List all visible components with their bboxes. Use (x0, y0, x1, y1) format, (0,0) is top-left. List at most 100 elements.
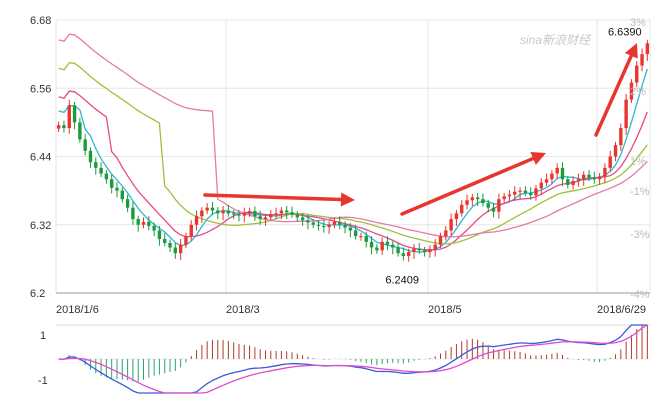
candle-body (507, 194, 512, 197)
trend-arrow-shaft (400, 156, 535, 216)
candle-body (359, 236, 363, 238)
x-tick-label: 2018/5 (428, 304, 462, 316)
macd-dif-line (58, 324, 648, 394)
candle-body (263, 217, 268, 220)
candle-body (115, 187, 119, 191)
candle-body (635, 65, 639, 83)
ma-line (58, 90, 648, 251)
pct-tick-label: -4% (630, 289, 650, 301)
candle-body (322, 225, 326, 228)
candle-body (428, 249, 432, 253)
candle-body (62, 125, 66, 129)
candle-body (481, 199, 485, 204)
candle-body (412, 248, 416, 253)
candle-body (125, 199, 130, 208)
candle-body (131, 207, 135, 220)
candle-body (528, 192, 533, 196)
candle-body (449, 219, 453, 231)
candle-body (253, 211, 257, 217)
candle-body (460, 204, 464, 214)
candle-body (94, 162, 98, 168)
candle-body (285, 210, 289, 213)
candle-body (163, 238, 167, 243)
candle-body (152, 225, 156, 231)
candle-body (189, 224, 193, 237)
candle-body (640, 54, 644, 66)
candle-body (178, 244, 183, 254)
grid (55, 19, 651, 294)
candle-body (184, 236, 188, 245)
candle-body (438, 236, 443, 245)
candle-body (592, 177, 597, 180)
candle-body (502, 196, 506, 200)
macd-y-tick-label: -1 (38, 375, 48, 387)
candle-body (72, 105, 77, 123)
candle-body (147, 221, 151, 226)
candle-body (316, 224, 321, 226)
moving-averages (58, 33, 648, 253)
x-tick-label: 2018/1/6 (56, 304, 99, 316)
candle-body (486, 203, 490, 208)
candle-body (608, 156, 612, 168)
candle-body (274, 213, 278, 215)
candle-body (396, 247, 400, 254)
candle-body (391, 244, 395, 248)
trend-arrow-shaft (594, 54, 634, 137)
candle-body (226, 210, 231, 214)
candle-body (247, 211, 252, 214)
candle-body (216, 210, 220, 214)
candle-body (571, 180, 575, 185)
watermark: sina新浪财经 (520, 33, 592, 47)
candle-body (200, 210, 204, 217)
candle-body (375, 247, 379, 251)
candle-body (597, 176, 602, 180)
candle-body (624, 99, 628, 129)
candle-body (194, 216, 199, 225)
candles (56, 39, 650, 262)
trend-arrows (203, 43, 638, 216)
candle-body (338, 221, 342, 225)
candle-body (231, 213, 236, 215)
candle-body (237, 214, 241, 216)
candle-body (210, 207, 215, 211)
candle-body (491, 207, 496, 212)
candle-body (332, 221, 337, 225)
candle-body (497, 199, 501, 212)
trend-arrow-shaft (203, 193, 343, 202)
candle-body (380, 241, 384, 251)
high-annotation: 6.6390 (608, 26, 642, 38)
y-tick-label: 6.2 (30, 288, 45, 300)
macd-y-tick-label: 1 (40, 330, 46, 342)
candle-body (513, 191, 517, 195)
candle-body (242, 213, 246, 216)
candle-body (645, 43, 650, 55)
pct-tick-label: -1% (630, 186, 650, 198)
candle-body (353, 230, 358, 237)
ma-line (58, 62, 648, 245)
candle-body (141, 221, 146, 225)
candle-body (555, 167, 559, 174)
pct-tick-label: 3% (630, 17, 646, 29)
candle-body (613, 145, 618, 157)
candle-body (369, 241, 374, 248)
macd-dea-line (58, 324, 648, 394)
candle-body (104, 173, 109, 180)
candle-body (348, 227, 353, 231)
candle-body (83, 139, 87, 151)
candle-body (327, 224, 331, 228)
candle-body (290, 212, 294, 215)
candle-body (109, 179, 114, 188)
pct-tick-label: 2% (630, 86, 646, 98)
candle-body (295, 214, 300, 218)
candle-body (417, 248, 421, 251)
candle-body (603, 167, 607, 177)
candle-body (343, 224, 347, 228)
candle-body (168, 242, 172, 248)
candle-body (454, 213, 459, 220)
low-annotation: 6.2409 (385, 275, 419, 287)
candle-body (401, 253, 406, 257)
candle-body (99, 167, 103, 174)
candle-body (422, 250, 427, 253)
candle-body (88, 150, 93, 163)
candle-body (120, 190, 124, 200)
